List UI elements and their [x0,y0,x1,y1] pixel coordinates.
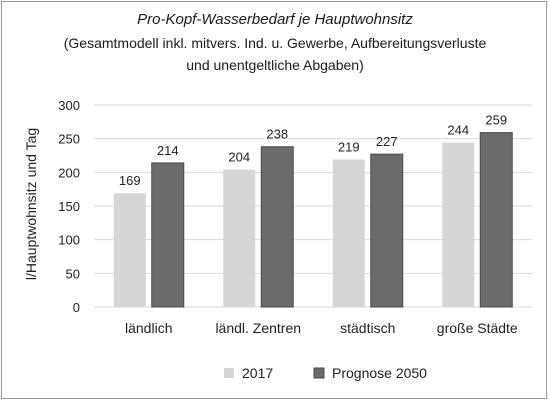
category-label-2: städtisch [340,320,395,336]
y-tick-label-100: 100 [58,233,80,248]
data-label-1-1: 238 [266,127,288,142]
y-tick-label-50: 50 [66,266,80,281]
y-tick-label-300: 300 [58,98,80,113]
legend-label-0: 2017 [242,365,273,381]
y-tick-label-0: 0 [73,300,80,315]
data-label-3-1: 259 [485,113,507,128]
chart-subtitle-line-1: (Gesamtmodell inkl. mitvers. Ind. u. Gew… [64,35,487,51]
y-axis-title: l/Hauptwohnsitz und Tag [23,128,39,280]
labels: 0 50 100 150 200 250 300 169 214 ländlich 204 238 lä… [58,98,518,336]
bars [113,132,513,308]
bar-2-1 [370,153,404,308]
data-label-0-1: 214 [157,143,179,158]
category-label-1: ländl. Zentren [215,320,301,336]
data-label-2-1: 227 [376,134,398,149]
y-tick-label-200: 200 [58,165,80,180]
y-tick-label-250: 250 [58,132,80,147]
data-label-3-0: 244 [447,123,469,138]
data-label-2-0: 219 [338,140,360,155]
bar-2-0 [332,159,365,307]
bar-1-1 [260,146,294,308]
data-label-1-0: 204 [228,150,250,165]
bar-1-0 [223,169,256,307]
data-label-0-0: 169 [119,173,141,188]
legend-label-1: Prognose 2050 [332,365,427,381]
y-tick-label-150: 150 [58,199,80,214]
bar-0-0 [113,193,146,307]
legend-swatch-0 [224,368,234,378]
legend: 2017 Prognose 2050 [224,365,427,381]
chart-subtitle-line-2: und unentgeltliche Abgaben) [186,57,363,73]
bar-3-1 [479,132,513,308]
bar-0-1 [151,162,185,308]
category-label-0: ländlich [125,320,172,336]
bar-3-0 [442,142,475,307]
chart-title: Pro-Kopf-Wasserbedarf je Hauptwohnsitz [137,11,413,28]
legend-swatch-1 [313,367,325,379]
category-label-3: große Städte [437,320,518,336]
